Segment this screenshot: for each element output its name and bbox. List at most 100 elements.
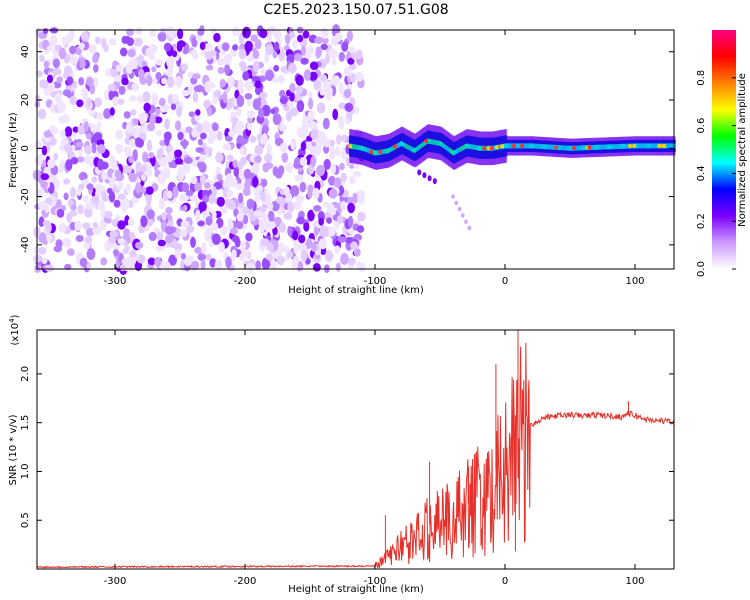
noise-cell [292, 230, 299, 241]
noise-cell [259, 91, 268, 100]
noise-cell [42, 28, 49, 35]
noise-cell [167, 27, 176, 39]
noise-cell [229, 228, 238, 235]
snr-y-label: SNR (10 * v/v) [8, 414, 19, 485]
noise-cell [117, 181, 124, 191]
noise-cell [127, 217, 135, 227]
noise-cell [95, 36, 101, 45]
noise-cell [168, 254, 178, 266]
noise-cell [271, 200, 280, 212]
noise-cell [49, 125, 56, 134]
noise-cell [161, 104, 170, 111]
noise-cell [45, 264, 54, 272]
noise-cell [218, 241, 225, 253]
noise-cell [350, 52, 359, 60]
noise-cell [52, 67, 62, 76]
noise-cell [115, 143, 124, 154]
noise-cell [222, 91, 228, 104]
signal-tail-cell [422, 172, 427, 179]
noise-cell [275, 196, 285, 205]
noise-cell [36, 70, 44, 78]
noise-cell [61, 36, 68, 46]
noise-cell [82, 222, 91, 230]
noise-cell [235, 220, 244, 230]
noise-cell [202, 195, 210, 204]
noise-cell [283, 245, 289, 255]
noise-cell [161, 156, 168, 168]
noise-cell [236, 213, 244, 222]
noise-cell [332, 75, 340, 85]
signal-core [673, 143, 676, 149]
noise-cell [307, 91, 313, 100]
noise-cell [199, 155, 206, 164]
colorbar-tick-label: 0.4 [696, 165, 707, 181]
noise-cell [58, 222, 67, 233]
noise-cell [246, 198, 255, 210]
noise-cell [270, 261, 278, 270]
noise-cell [328, 188, 338, 199]
noise-cell [310, 155, 317, 168]
noise-cell [308, 120, 318, 131]
noise-cell [80, 31, 90, 42]
noise-cell [328, 175, 336, 186]
noise-cell [148, 231, 157, 242]
noise-cell [272, 113, 282, 126]
noise-cell [277, 74, 285, 84]
noise-cell [79, 59, 86, 69]
x-tick-label: -300 [104, 576, 127, 587]
noise-cell [273, 64, 280, 72]
noise-cell [313, 205, 322, 212]
noise-cell [261, 124, 269, 134]
noise-cell [270, 108, 276, 115]
noise-cell [266, 143, 272, 155]
noise-cell [146, 209, 155, 220]
noise-cell [197, 161, 206, 168]
noise-cell [290, 185, 300, 197]
noise-cell [346, 30, 353, 42]
noise-cell [228, 130, 236, 137]
noise-cell [177, 131, 184, 141]
spectrogram-frame [36, 29, 675, 270]
noise-cell [341, 134, 348, 142]
noise-cell [300, 57, 309, 65]
snr-series-line [36, 342, 675, 570]
noise-cell [77, 124, 86, 135]
noise-cell [253, 60, 260, 73]
noise-cell [100, 207, 107, 219]
noise-cell [39, 54, 45, 63]
noise-cell [244, 40, 253, 53]
noise-cell [108, 90, 114, 101]
noise-cell [180, 220, 190, 228]
noise-cell [336, 214, 344, 224]
noise-cell [96, 121, 102, 129]
x-tick-label: 0 [502, 576, 508, 587]
noise-cell [192, 73, 201, 80]
noise-cell [341, 41, 349, 52]
noise-cell [205, 64, 214, 71]
noise-cell [293, 161, 301, 169]
noise-cell [353, 170, 362, 178]
noise-cell [313, 145, 322, 156]
noise-cell [64, 143, 73, 153]
noise-cell [166, 152, 174, 163]
snr-frame [36, 329, 675, 570]
noise-cell [135, 137, 142, 148]
noise-cell [343, 88, 352, 99]
noise-cell [123, 164, 133, 174]
noise-cell [272, 226, 278, 236]
noise-cell [258, 107, 264, 119]
noise-cell [62, 113, 70, 123]
noise-cell [128, 172, 137, 183]
noise-cell [165, 234, 174, 244]
noise-cell [239, 147, 246, 156]
noise-cell [272, 77, 280, 83]
noise-cell [217, 58, 225, 66]
noise-cell [85, 76, 94, 87]
noise-cell [265, 69, 275, 82]
signal-core [612, 144, 615, 150]
y-tick-label: -40 [20, 237, 31, 253]
noise-cell [242, 187, 251, 196]
noise-cell [273, 41, 280, 51]
noise-cell [155, 129, 162, 136]
noise-cell [159, 139, 166, 147]
